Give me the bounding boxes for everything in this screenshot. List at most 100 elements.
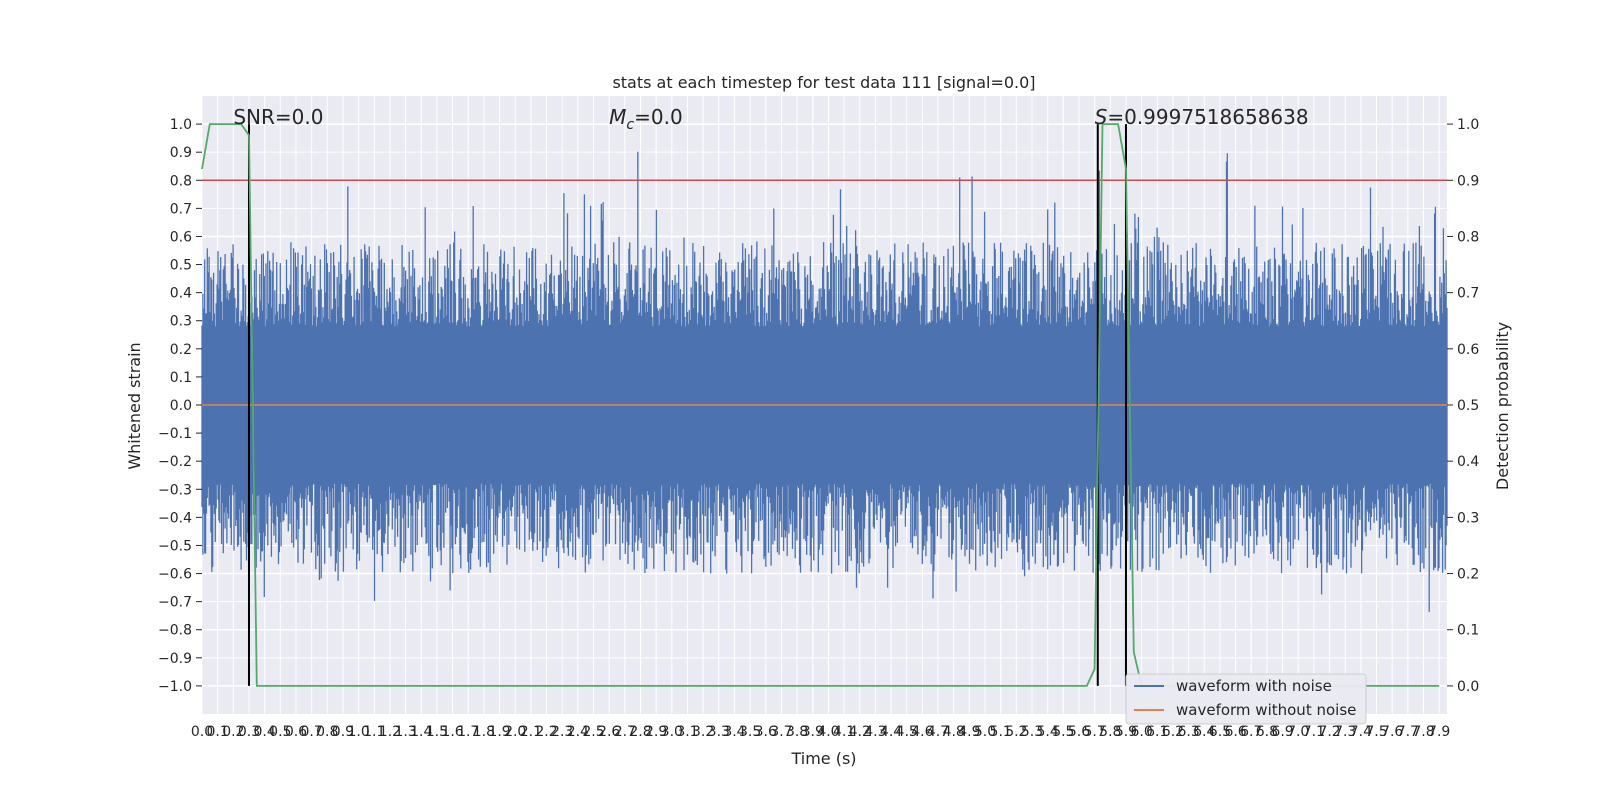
x-tick-label: 7.8 [1412,724,1434,740]
x-tick-label: 2.8 [629,724,651,740]
x-tick-label: 7.0 [1287,724,1309,740]
y-tick-label: 0.5 [170,258,192,274]
x-tick-label: 7.9 [1428,724,1450,740]
x-tick-label: 6.0 [1130,724,1152,740]
x-axis-label: Time (s) [790,749,856,768]
series-detection-probability [201,123,1440,687]
y-right-tick-label: 0.6 [1457,342,1479,358]
annotation-score: S=0.9997518658638 [1095,105,1309,129]
y-right-tick-label: 0.9 [1457,173,1479,189]
y-right-tick-label: 0.5 [1457,398,1479,414]
y-tick-label: 0.8 [170,173,192,189]
x-tick-label: 2.6 [598,724,620,740]
x-tick-label: 4.5 [896,724,918,740]
x-tick-label: 5.0 [974,724,996,740]
x-tick-label: 4.8 [943,724,965,740]
x-tick-label: 0.1 [207,724,229,740]
annotation-score-value: =0.9997518658638 [1107,105,1308,129]
y-axis-label-left: Whitened strain [125,342,144,469]
x-tick-label: 0.0 [191,724,213,740]
x-tick-label: 0.5 [269,724,291,740]
y-tick-label: 0.7 [170,201,192,217]
x-tick-label: 7.7 [1397,724,1419,740]
x-tick-label: 0.2 [222,724,244,740]
annotation-chirp-mass-symbol: M [609,105,626,129]
y-right-tick-label: 0.0 [1457,679,1479,695]
legend-label-clean: waveform without noise [1176,701,1356,719]
x-tick-label: 1.2 [379,724,401,740]
y-right-tick-label: 0.1 [1457,623,1479,639]
annotation-snr: SNR=0.0 [233,105,323,129]
x-tick-label: 4.4 [880,724,902,740]
x-tick-label: 6.6 [1224,724,1246,740]
x-tick-label: 5.6 [1068,724,1090,740]
y-tick-label: −0.8 [158,623,192,639]
y-tick-label: −0.2 [158,454,192,470]
y-tick-label: 0.6 [170,229,192,245]
x-tick-label: 1.7 [457,724,479,740]
x-tick-label: 2.5 [582,724,604,740]
annotation-chirp-mass-subscript: c [626,117,634,133]
y-tick-label: 0.2 [170,342,192,358]
x-tick-label: 2.9 [645,724,667,740]
x-tick-label: 5.5 [1052,724,1074,740]
x-tick-label: 7.4 [1350,724,1372,740]
x-tick-label: 7.1 [1303,724,1325,740]
y-right-tick-label: 0.8 [1457,229,1479,245]
x-tick-label: 3.6 [755,724,777,740]
x-tick-label: 2.7 [614,724,636,740]
legend: waveform with noise waveform without noi… [1125,673,1367,725]
y-tick-label: 0.1 [170,370,192,386]
y-tick-label: 0.9 [170,145,192,161]
legend-label-noise: waveform with noise [1176,677,1332,695]
x-tick-label: 6.5 [1209,724,1231,740]
y-tick-label: −0.9 [158,651,192,667]
x-tick-label: 2.3 [551,724,573,740]
y-axis-right-ticks: 1.0 0.9 0.8 0.7 0.6 0.5 0.4 0.3 0.2 0.1 0.0 [1447,117,1479,695]
x-tick-label: 5.2 [1005,724,1027,740]
x-tick-label: 3.4 [723,724,745,740]
x-tick-label: 2.4 [567,724,589,740]
x-tick-label: 1.5 [426,724,448,740]
x-tick-label: 1.6 [441,724,463,740]
y-axis-left-ticks: 1.0 0.9 0.8 0.7 0.6 0.5 0.4 0.3 0.2 0.1 0.0 −0.1 −0.… [158,117,202,695]
x-axis-ticks: 0.00.10.20.30.40.50.60.70.80.91.01.11.21… [191,724,1450,740]
y-tick-label: −1.0 [158,679,192,695]
annotation-chirp-mass: Mc=0.0 [609,105,683,133]
reference-lines [202,124,1447,686]
y-right-tick-label: 0.3 [1457,510,1479,526]
y-tick-label: −0.6 [158,567,192,583]
x-tick-label: 0.6 [285,724,307,740]
x-tick-label: 4.6 [911,724,933,740]
x-tick-label: 5.3 [1021,724,1043,740]
x-tick-label: 3.2 [692,724,714,740]
y-tick-label: −0.1 [158,426,192,442]
y-axis-label-right: Detection probability [1493,322,1512,490]
x-tick-label: 7.3 [1334,724,1356,740]
x-tick-label: 4.2 [849,724,871,740]
y-right-tick-label: 0.7 [1457,286,1479,302]
y-tick-label: −0.4 [158,510,192,526]
y-right-tick-label: 0.4 [1457,454,1479,470]
x-tick-label: 3.5 [739,724,761,740]
x-tick-label: 5.7 [1084,724,1106,740]
x-tick-label: 6.8 [1256,724,1278,740]
x-tick-label: 1.9 [488,724,510,740]
x-tick-label: 1.4 [410,724,432,740]
x-tick-label: 6.4 [1193,724,1215,740]
x-tick-label: 5.1 [990,724,1012,740]
x-tick-label: 5.4 [1037,724,1059,740]
y-tick-label: −0.5 [158,538,192,554]
x-tick-label: 3.1 [676,724,698,740]
y-tick-label: −0.7 [158,595,192,611]
x-tick-label: 6.1 [1146,724,1168,740]
x-tick-label: 1.8 [473,724,495,740]
x-tick-label: 5.9 [1115,724,1137,740]
x-tick-label: 1.0 [347,724,369,740]
x-tick-label: 6.7 [1240,724,1262,740]
x-tick-label: 4.1 [833,724,855,740]
y-tick-label: 0.3 [170,314,192,330]
y-tick-label: 0.0 [170,398,192,414]
x-tick-label: 2.2 [535,724,557,740]
